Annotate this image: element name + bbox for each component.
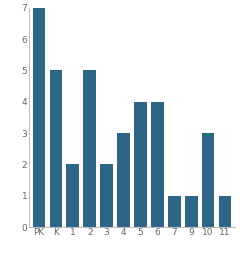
Bar <box>151 102 164 227</box>
Bar <box>168 196 181 227</box>
Bar <box>83 70 96 227</box>
Bar <box>202 133 215 227</box>
Bar <box>219 196 231 227</box>
Bar <box>100 164 113 227</box>
Bar <box>66 164 79 227</box>
Bar <box>49 70 62 227</box>
Bar <box>134 102 147 227</box>
Bar <box>185 196 198 227</box>
Bar <box>117 133 130 227</box>
Bar <box>33 8 45 227</box>
